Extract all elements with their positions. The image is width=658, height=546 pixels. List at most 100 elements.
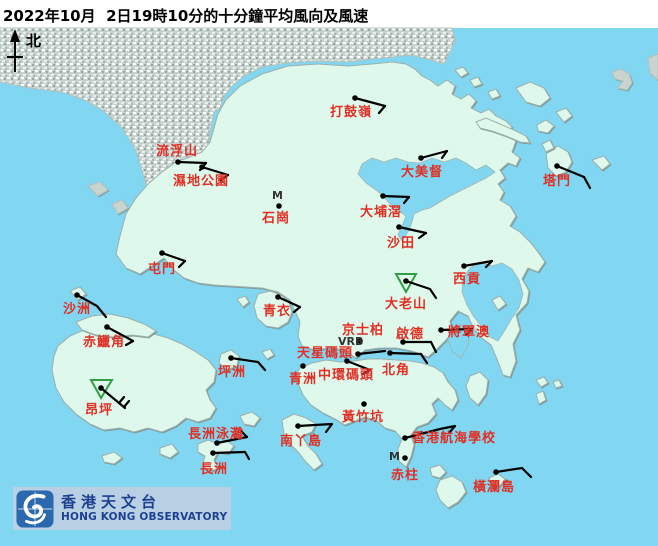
wind-barb-shaft <box>296 422 334 428</box>
wind-barb-shaft <box>403 424 457 440</box>
station-label-ngong-ping: 昂坪 <box>85 402 113 418</box>
hko-logo-chinese: 香港天文台 <box>61 493 162 511</box>
station-dot <box>493 469 499 475</box>
wind-barb-shaft <box>419 149 449 160</box>
station-dot <box>352 95 358 101</box>
station-dot <box>228 355 234 361</box>
station-dot <box>402 435 408 441</box>
station-dot <box>344 358 350 364</box>
station-label-wong-chuk-hang: 黃竹坑 <box>341 409 384 425</box>
landmass-double-haven-islet-2 <box>469 76 483 88</box>
station-label-central-pier: 中環碼頭 <box>318 367 374 383</box>
station-tai-mei-tuk: 大美督 <box>401 149 449 180</box>
wind-barb-feather <box>124 339 135 347</box>
station-chek-lap-kok: 赤鱲角 <box>83 324 135 350</box>
station-dot <box>295 423 301 429</box>
station-dot <box>380 193 386 199</box>
hko-logo-english: HONG KONG OBSERVATORY <box>61 511 228 523</box>
station-sea-school: 香港航海學校 <box>402 424 496 446</box>
station-dot <box>418 155 424 161</box>
wind-barb-feather <box>117 395 126 405</box>
station-peng-chau: 坪洲 <box>218 355 267 380</box>
wind-barb-shaft <box>494 466 533 479</box>
map-title: 2022年10月 2日19時10分的十分鐘平均風向及風速 <box>3 7 369 25</box>
station-label-north-point: 北角 <box>382 362 410 378</box>
station-dot <box>74 292 80 298</box>
wind-barb-feather <box>484 259 494 269</box>
station-label-tai-mei-tuk: 大美督 <box>401 164 443 180</box>
wind-barb-feather <box>440 149 449 160</box>
station-north-point: 北角 <box>382 350 429 378</box>
wind-barb-shaft <box>345 359 372 372</box>
station-dot <box>361 401 367 407</box>
station-dot <box>461 263 467 269</box>
station-label-wetland-park: 濕地公園 <box>173 173 229 189</box>
station-label-sha-chau: 沙洲 <box>63 302 91 317</box>
station-label-shek-kong: 石崗 <box>261 211 290 226</box>
landmass-ninepin-2 <box>552 379 563 389</box>
wind-barb-shaft <box>99 386 127 410</box>
station-label-tap-mun: 塔門 <box>543 173 571 189</box>
station-shek-kong: 石崗 M <box>261 189 290 226</box>
station-dot <box>199 164 205 170</box>
wind-barb-feather <box>219 173 230 182</box>
station-label-chek-lap-kok: 赤鱲角 <box>83 334 125 350</box>
station-kai-tak: 啟德 <box>396 326 438 354</box>
wind-barb-feather <box>324 422 334 434</box>
wind-barb-shaft <box>381 194 411 199</box>
station-dot <box>438 327 444 333</box>
station-cheung-chau: 長洲 <box>200 450 251 477</box>
wind-barb-shaft <box>200 165 230 177</box>
wind-barb-shaft <box>276 295 302 309</box>
wind-barb-shaft <box>215 435 249 445</box>
station-dot <box>402 455 408 461</box>
station-marker-stanley: M <box>389 450 400 463</box>
wind-barb-feather <box>417 231 428 240</box>
station-label-peng-chau: 坪洲 <box>218 365 246 380</box>
station-stanley: 赤柱 M <box>389 450 419 483</box>
station-tseung-kwan-o: 將軍澳 <box>438 324 489 340</box>
station-ta-kwu-ling: 打鼓嶺 <box>330 95 387 120</box>
wind-barb-shaft <box>404 279 438 300</box>
station-ngong-ping: 昂坪 <box>85 379 131 418</box>
wind-barb-shaft <box>439 327 474 332</box>
wind-barb-feather <box>239 429 249 439</box>
wind-barb-shaft <box>397 225 428 235</box>
landmass-mirs-bay-corner-land <box>647 53 658 81</box>
landmass-mirs-bay-crescent-islet <box>611 68 633 91</box>
landmass-tolo-harbour <box>357 157 496 242</box>
landmass-port-island <box>591 155 611 171</box>
wind-barb-shaft <box>353 96 387 108</box>
station-dot <box>276 203 282 209</box>
station-label-tai-po-kau: 大埔滘 <box>360 204 402 220</box>
station-dot <box>98 385 104 391</box>
station-dot <box>387 350 393 356</box>
station-green-island: 青洲 <box>289 363 316 387</box>
station-dot <box>175 159 181 165</box>
station-dot <box>159 250 165 256</box>
station-dot <box>210 450 216 456</box>
station-sha-tin: 沙田 <box>387 224 428 251</box>
station-label-star-ferry: 天星碼頭 <box>297 346 353 361</box>
station-tap-mun: 塔門 <box>543 163 592 190</box>
hko-logo-icon <box>16 489 54 528</box>
station-label-sea-school: 香港航海學校 <box>411 430 496 446</box>
landmass-shek-kwu-chau <box>159 443 179 459</box>
station-dot <box>554 163 560 169</box>
gust-triangle-icon <box>89 379 114 400</box>
station-label-stanley: 赤柱 <box>391 467 419 483</box>
station-label-tates-cairn: 大老山 <box>385 296 427 312</box>
station-tuen-mun: 屯門 <box>148 250 187 277</box>
wind-barb-feather <box>429 340 438 354</box>
wind-barb-feather <box>464 327 474 337</box>
landmass-hei-ling-chau <box>239 411 261 427</box>
station-label-tsing-yi: 青衣 <box>263 303 291 319</box>
station-central-pier: 中環碼頭 <box>318 358 374 383</box>
station-label-cheung-chau-beach: 長洲泳灘 <box>188 426 244 442</box>
landmass-tung-lung-chau <box>465 371 489 406</box>
station-label-lau-fau-shan: 流浮山 <box>156 143 198 159</box>
station-dot <box>400 339 406 345</box>
north-arrow-icon: 北 <box>7 29 41 72</box>
